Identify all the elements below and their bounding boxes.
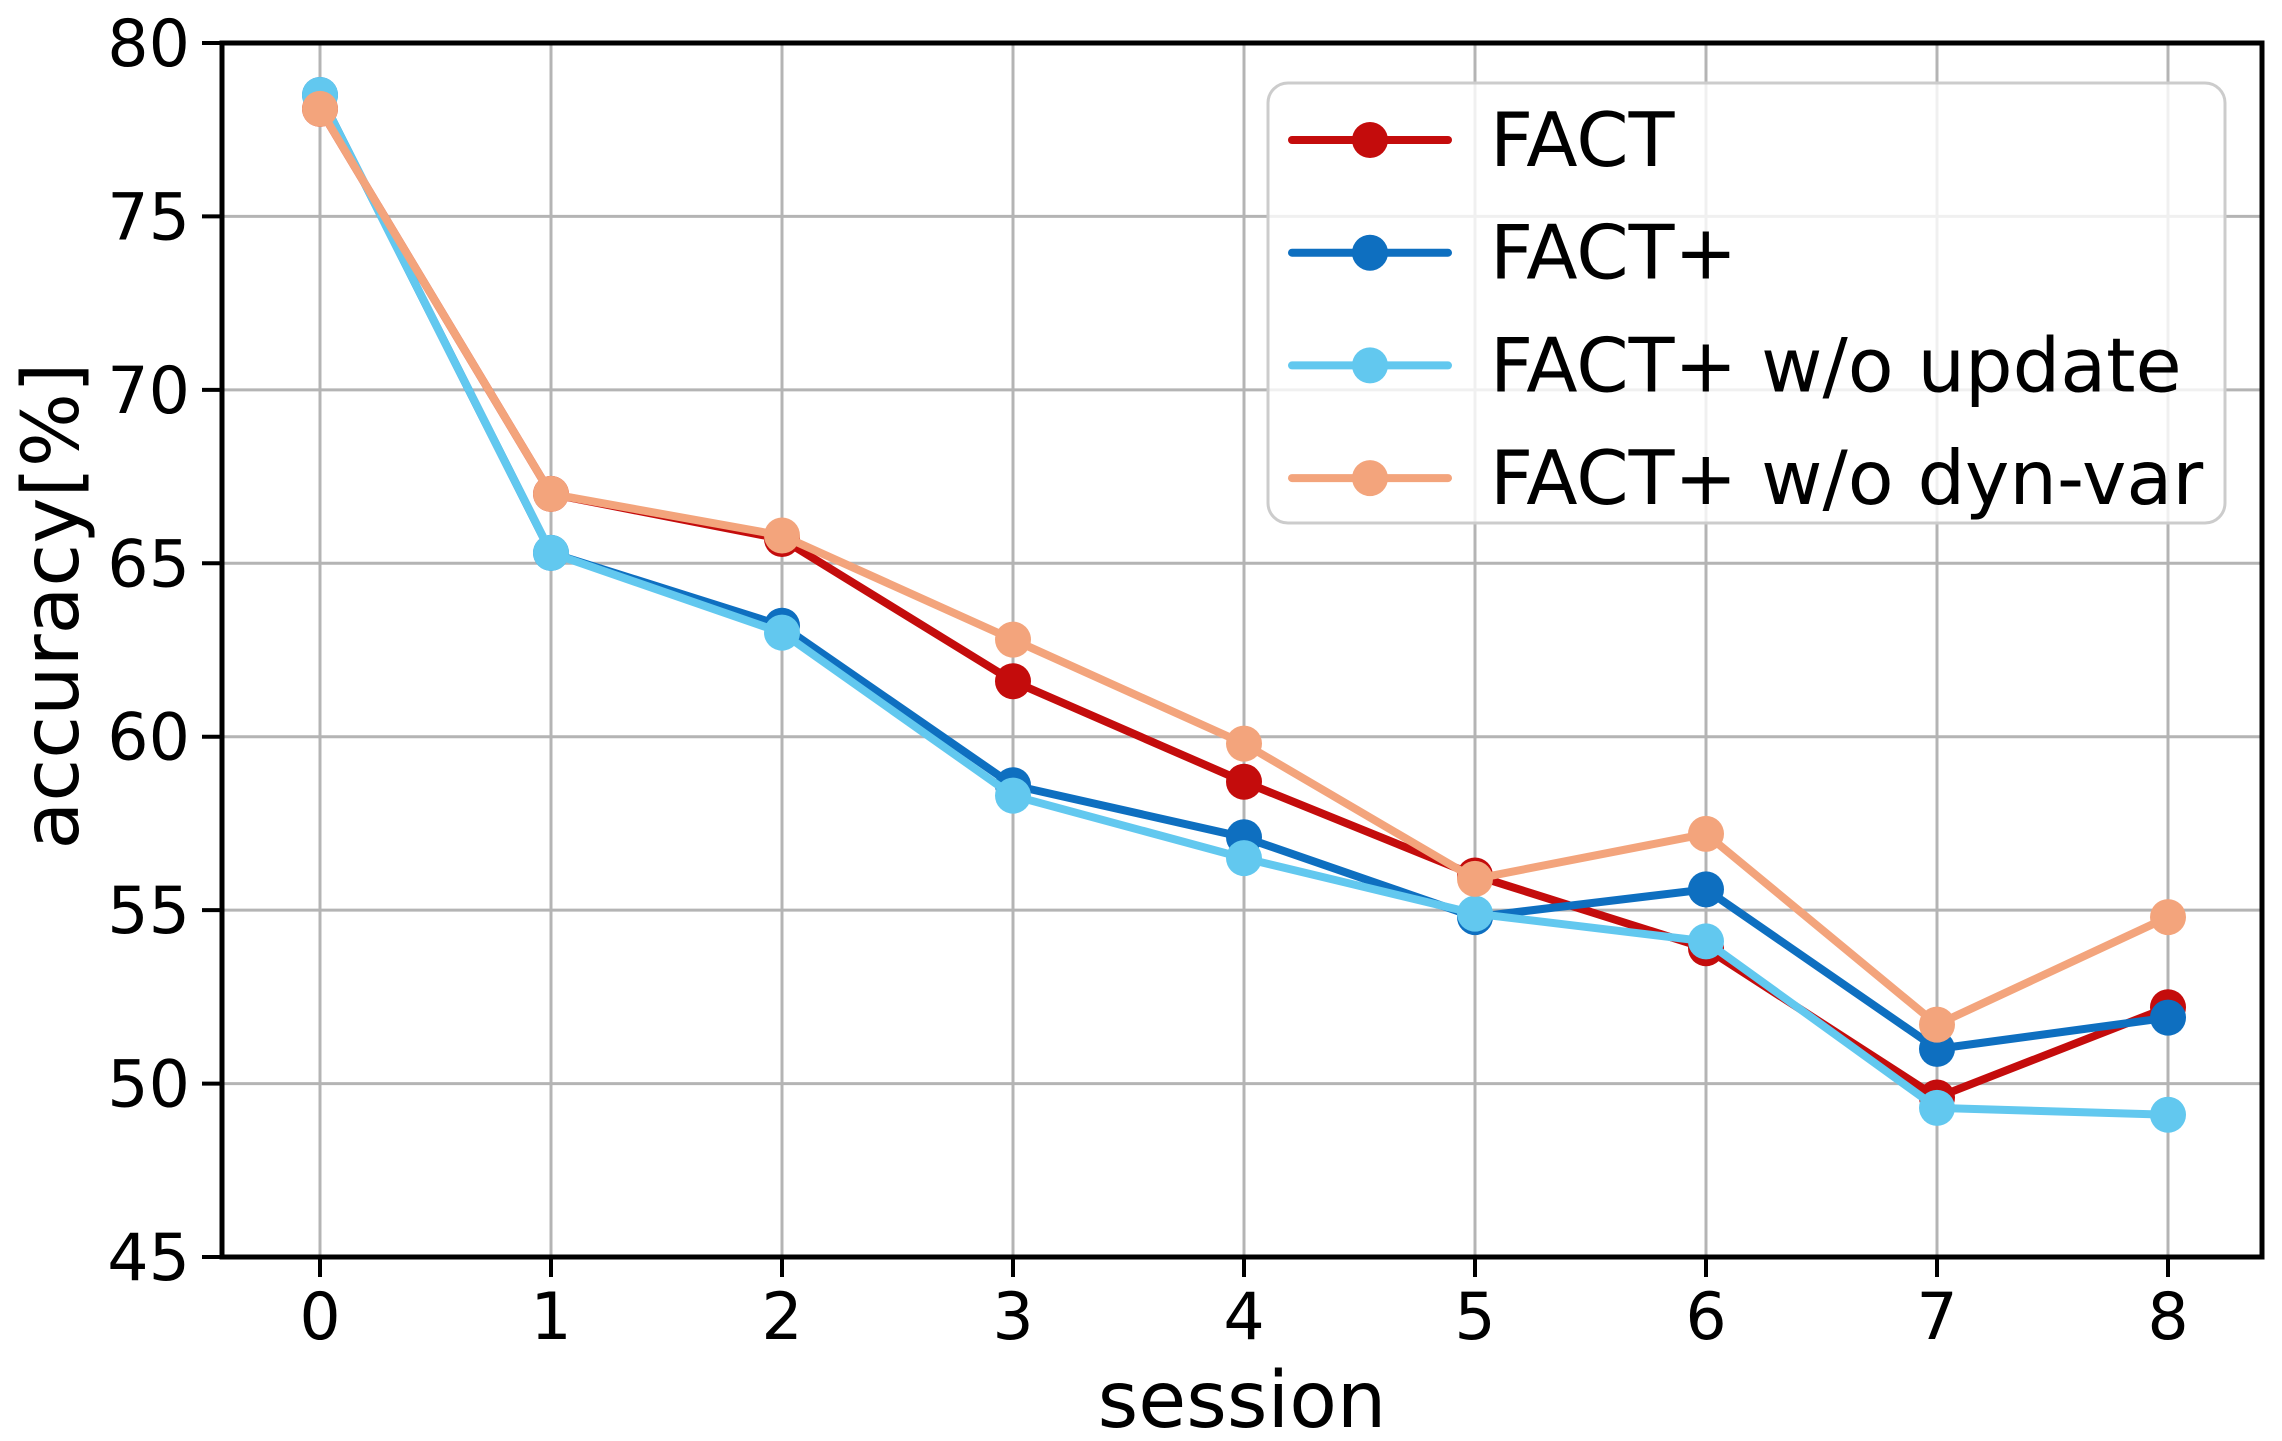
x-tick-label: 7 xyxy=(1916,1280,1957,1355)
y-tick-label: 70 xyxy=(107,354,190,429)
data-point-marker xyxy=(995,621,1031,658)
legend-label: FACT+ xyxy=(1490,209,1737,297)
legend-label: FACT+ w/o update xyxy=(1490,321,2182,409)
legend-box xyxy=(1266,81,2227,525)
legend-row: FACT+ w/o update xyxy=(1288,321,2182,409)
data-point-marker xyxy=(2150,999,2186,1036)
data-point-marker xyxy=(1226,725,1262,762)
data-point-marker xyxy=(1688,815,1724,852)
data-point-marker xyxy=(764,517,800,554)
data-point-marker xyxy=(2150,899,2186,936)
x-tick-label: 2 xyxy=(761,1280,802,1355)
series-FACT+-w-o-update xyxy=(302,77,2186,1133)
x-tick-label: 1 xyxy=(530,1280,571,1355)
y-tick-label: 80 xyxy=(107,7,190,82)
data-point-marker xyxy=(1226,840,1262,877)
data-point-marker xyxy=(1688,923,1724,960)
legend-row: FACT+ w/o dyn-var xyxy=(1288,434,2203,522)
data-point-marker xyxy=(1688,871,1724,908)
data-point-marker xyxy=(995,777,1031,814)
x-tick-label: 0 xyxy=(299,1280,340,1355)
legend-marker xyxy=(1352,122,1388,158)
legend-row: FACT xyxy=(1288,96,1676,184)
series-FACT+-w-o-dyn-var xyxy=(302,90,2186,1043)
legend-label: FACT+ w/o dyn-var xyxy=(1490,434,2203,522)
x-axis-label: session xyxy=(1098,1356,1387,1441)
data-point-marker xyxy=(1919,1006,1955,1043)
data-point-marker xyxy=(764,614,800,651)
legend-label: FACT xyxy=(1490,96,1676,184)
y-tick-label: 60 xyxy=(107,701,190,776)
data-point-marker xyxy=(995,663,1031,700)
y-tick-label: 65 xyxy=(107,527,190,602)
data-point-marker xyxy=(533,475,569,512)
y-tick-label: 45 xyxy=(107,1221,190,1296)
y-tick-label: 55 xyxy=(107,874,190,949)
data-point-marker xyxy=(1457,895,1493,932)
data-series xyxy=(302,77,2186,1133)
data-point-marker xyxy=(533,534,569,571)
data-point-marker xyxy=(1457,860,1493,897)
data-point-marker xyxy=(2150,1096,2186,1133)
x-tick-label: 6 xyxy=(1685,1280,1726,1355)
x-tick-label: 5 xyxy=(1454,1280,1495,1355)
data-point-marker xyxy=(1226,763,1262,800)
legend-marker xyxy=(1352,234,1388,271)
y-axis-label: accuracy[%] xyxy=(7,363,97,850)
legend-row: FACT+ xyxy=(1288,209,1737,297)
y-tick-label: 50 xyxy=(107,1048,190,1123)
x-tick-label: 3 xyxy=(992,1280,1033,1355)
legend-marker xyxy=(1352,460,1388,497)
x-tick-label: 4 xyxy=(1223,1280,1264,1355)
data-point-marker xyxy=(1919,1089,1955,1126)
legend: FACT FACT+ FACT+ w/o update FACT+ w/o dyn-v… xyxy=(1266,81,2227,525)
x-tick-label: 8 xyxy=(2147,1280,2188,1355)
data-point-marker xyxy=(302,90,338,127)
legend-marker xyxy=(1352,347,1388,384)
y-tick-label: 75 xyxy=(107,180,190,255)
axis-ticks xyxy=(202,41,2170,1277)
